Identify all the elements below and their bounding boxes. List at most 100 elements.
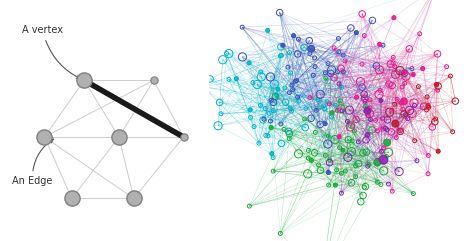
Point	[410, 192, 417, 195]
Point	[347, 26, 355, 30]
Point	[391, 65, 399, 68]
Point	[379, 116, 386, 120]
Point	[269, 156, 277, 160]
Point	[376, 42, 383, 46]
Point	[383, 141, 391, 144]
Point	[433, 82, 440, 86]
Point	[295, 99, 302, 103]
Point	[321, 122, 329, 126]
Point	[322, 76, 329, 80]
Point	[301, 117, 309, 121]
Point	[246, 108, 254, 112]
Point	[392, 73, 399, 76]
Point	[254, 83, 261, 87]
Point	[434, 149, 442, 153]
Point	[312, 108, 320, 112]
Point	[246, 108, 254, 112]
Point	[434, 52, 441, 56]
Point	[361, 34, 368, 38]
Point	[338, 86, 346, 89]
Point	[238, 25, 246, 29]
Point	[278, 141, 285, 145]
Point	[245, 61, 253, 65]
Point	[288, 109, 295, 113]
Point	[382, 126, 389, 130]
Point	[214, 124, 222, 128]
Point	[301, 46, 308, 49]
Point	[388, 108, 396, 112]
Point	[346, 125, 354, 129]
Point	[268, 152, 275, 156]
Point	[389, 61, 397, 65]
Point	[328, 111, 336, 114]
Point	[348, 181, 356, 185]
Point	[401, 71, 409, 75]
Point	[336, 146, 344, 150]
Point	[324, 62, 332, 66]
Point	[314, 98, 322, 102]
Point	[416, 32, 423, 36]
Point	[344, 155, 352, 159]
Point	[402, 113, 410, 117]
Point	[337, 107, 345, 111]
Point	[344, 120, 351, 123]
Point	[287, 71, 294, 75]
Point	[431, 120, 438, 124]
Point	[401, 71, 409, 74]
Text: An Edge: An Edge	[12, 139, 54, 186]
Point	[257, 70, 264, 74]
Point	[307, 116, 315, 120]
Point	[326, 102, 333, 106]
Point	[379, 43, 387, 47]
Point	[348, 139, 356, 143]
Point	[404, 117, 411, 121]
Point	[377, 99, 385, 102]
Point	[375, 68, 383, 72]
Point	[425, 154, 432, 157]
Point	[377, 99, 385, 102]
Point	[434, 88, 442, 92]
Point	[364, 164, 372, 168]
Point	[357, 200, 365, 204]
Point	[256, 103, 264, 107]
Point	[269, 169, 277, 173]
Point	[285, 137, 293, 141]
Point	[293, 79, 301, 82]
Point	[330, 46, 338, 50]
Point	[294, 52, 301, 56]
Point	[325, 171, 332, 174]
Point	[364, 109, 371, 113]
Point	[255, 141, 263, 145]
Point	[317, 92, 324, 96]
Point	[434, 84, 442, 88]
Point	[428, 125, 436, 129]
Text: A vertex: A vertex	[22, 25, 81, 79]
Point	[374, 160, 382, 164]
Point	[219, 58, 227, 62]
Point	[424, 104, 431, 108]
Point	[328, 111, 336, 114]
Point	[331, 138, 339, 142]
Point	[360, 92, 368, 96]
Point	[447, 74, 454, 78]
Point	[335, 135, 343, 139]
Point	[279, 43, 287, 47]
Point	[180, 135, 187, 139]
Point	[292, 79, 299, 83]
Point	[302, 107, 310, 110]
Point	[388, 84, 396, 87]
Point	[272, 95, 279, 99]
Point	[308, 47, 315, 51]
Point	[288, 83, 296, 87]
Point	[400, 100, 408, 103]
Point	[385, 182, 392, 186]
Point	[353, 95, 360, 99]
Point	[270, 100, 277, 104]
Point	[276, 232, 284, 235]
Point	[290, 34, 297, 38]
Point	[420, 104, 428, 108]
Point	[362, 105, 369, 108]
Point	[410, 73, 417, 76]
Point	[264, 28, 272, 32]
Point	[411, 104, 419, 107]
